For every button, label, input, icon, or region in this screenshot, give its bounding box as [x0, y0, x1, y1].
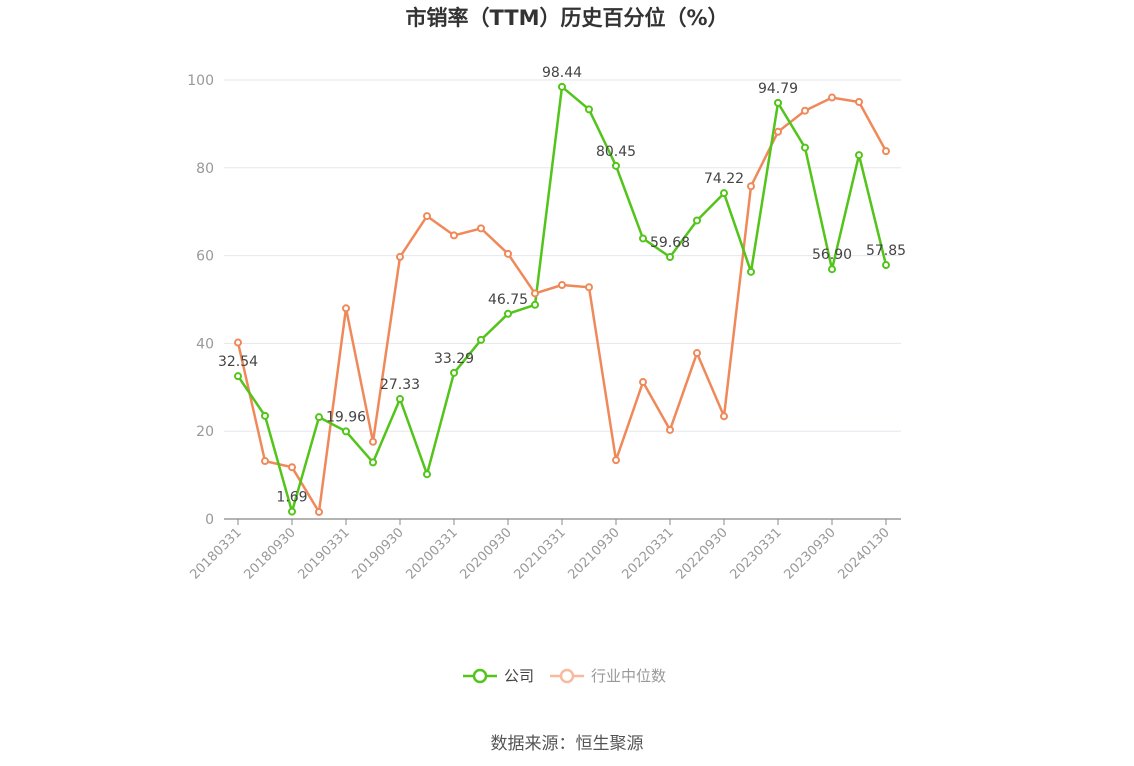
legend-industry-marker — [559, 668, 575, 684]
x-tick-label: 20180930 — [241, 525, 298, 582]
x-tick-label: 20180331 — [187, 525, 244, 582]
company-data-point — [261, 411, 269, 420]
company-data-point — [558, 82, 566, 91]
company-data-point — [288, 507, 296, 516]
legend: 公司 行业中位数 — [463, 667, 666, 685]
x-tick-label: 20210930 — [565, 525, 622, 582]
industry-data-point — [288, 463, 296, 472]
industry-data-point — [315, 507, 323, 516]
industry-data-point — [666, 425, 674, 434]
y-tick-label: 80 — [196, 161, 214, 177]
legend-company-label: 公司 — [504, 667, 534, 685]
company-data-point — [882, 261, 890, 270]
series-lines — [236, 85, 888, 514]
company-data-point — [477, 335, 485, 344]
industry-data-point — [558, 281, 566, 290]
industry-data-point — [747, 182, 755, 191]
x-tick-label: 20220331 — [619, 525, 676, 582]
company-data-point — [504, 309, 512, 318]
industry-data-point — [261, 457, 269, 466]
y-tick-label: 40 — [196, 336, 214, 352]
data-label: 33.29 — [434, 351, 474, 367]
company-data-point — [693, 216, 701, 225]
series-points — [234, 82, 890, 516]
industry-data-point — [639, 378, 647, 387]
company-data-point — [423, 470, 431, 479]
data-label: 32.54 — [218, 354, 258, 370]
company-data-point — [774, 98, 782, 107]
company-series-line — [236, 85, 888, 513]
data-label: 19.96 — [326, 409, 366, 425]
industry-data-point — [855, 97, 863, 106]
industry-data-point — [396, 252, 404, 261]
company-data-point — [450, 368, 458, 377]
x-tick-label: 20190331 — [295, 525, 352, 582]
legend-industry-label: 行业中位数 — [591, 667, 666, 685]
data-label: 98.44 — [542, 65, 582, 81]
industry-data-point — [585, 283, 593, 292]
company-data-point — [612, 161, 620, 170]
data-label: 1.69 — [276, 490, 307, 506]
data-label: 27.33 — [380, 377, 420, 393]
company-data-point — [342, 427, 350, 436]
data-label: 56.90 — [812, 247, 852, 263]
industry-data-point — [423, 212, 431, 221]
company-data-point — [639, 234, 647, 243]
y-tick-label: 100 — [187, 73, 214, 89]
x-tick-label: 20210331 — [511, 525, 568, 582]
industry-data-point — [369, 437, 377, 446]
x-tick-label: 20230331 — [727, 525, 784, 582]
industry-data-point — [477, 224, 485, 233]
company-data-point — [720, 189, 728, 198]
data-label: 59.68 — [650, 235, 690, 251]
company-data-point — [585, 105, 593, 114]
industry-data-point — [504, 249, 512, 258]
x-axis: 2018033120180930201903312019093020200331… — [187, 518, 901, 583]
x-tick-label: 20230930 — [781, 525, 838, 582]
data-label: 80.45 — [596, 144, 636, 160]
grid-lines — [224, 79, 901, 432]
y-tick-label: 0 — [205, 512, 214, 528]
y-tick-label: 60 — [196, 249, 214, 265]
industry-data-point — [531, 289, 539, 298]
industry-data-point — [234, 338, 242, 347]
company-data-point — [855, 151, 863, 160]
company-data-point — [369, 458, 377, 467]
industry-data-point — [450, 231, 458, 240]
data-label: 57.85 — [866, 243, 906, 259]
legend-company-marker — [472, 668, 488, 684]
x-tick-label: 20200331 — [403, 525, 460, 582]
company-data-point — [801, 143, 809, 152]
company-data-point — [234, 372, 242, 381]
company-data-point — [531, 300, 539, 309]
industry-data-point — [693, 349, 701, 358]
y-tick-label: 20 — [196, 424, 214, 440]
industry-series-line — [236, 96, 888, 514]
data-label: 74.22 — [704, 171, 744, 187]
chart-title: 市销率（TTM）历史百分位（%） — [405, 6, 729, 30]
x-tick-label: 20200930 — [457, 525, 514, 582]
industry-data-point — [612, 456, 620, 465]
industry-data-point — [828, 93, 836, 102]
x-tick-label: 20190930 — [349, 525, 406, 582]
industry-data-point — [774, 127, 782, 136]
industry-data-point — [720, 412, 728, 421]
x-tick-label: 20220930 — [673, 525, 730, 582]
data-label: 94.79 — [758, 81, 798, 97]
company-data-point — [666, 253, 674, 262]
company-data-point — [828, 265, 836, 274]
company-data-point — [747, 267, 755, 276]
industry-data-point — [882, 147, 890, 156]
data-label: 46.75 — [488, 292, 528, 308]
y-axis-ticks: 0 20 40 60 80 100 — [187, 73, 214, 528]
industry-data-point — [801, 106, 809, 115]
data-labels: 32.54 1.69 19.96 27.33 33.29 46.75 98.44 80.45 5… — [218, 65, 906, 506]
industry-data-point — [342, 304, 350, 313]
company-data-point — [396, 395, 404, 404]
x-tick-label: 20240130 — [835, 525, 892, 582]
company-data-point — [315, 413, 323, 422]
data-source-note: 数据来源：恒生聚源 — [490, 734, 644, 754]
